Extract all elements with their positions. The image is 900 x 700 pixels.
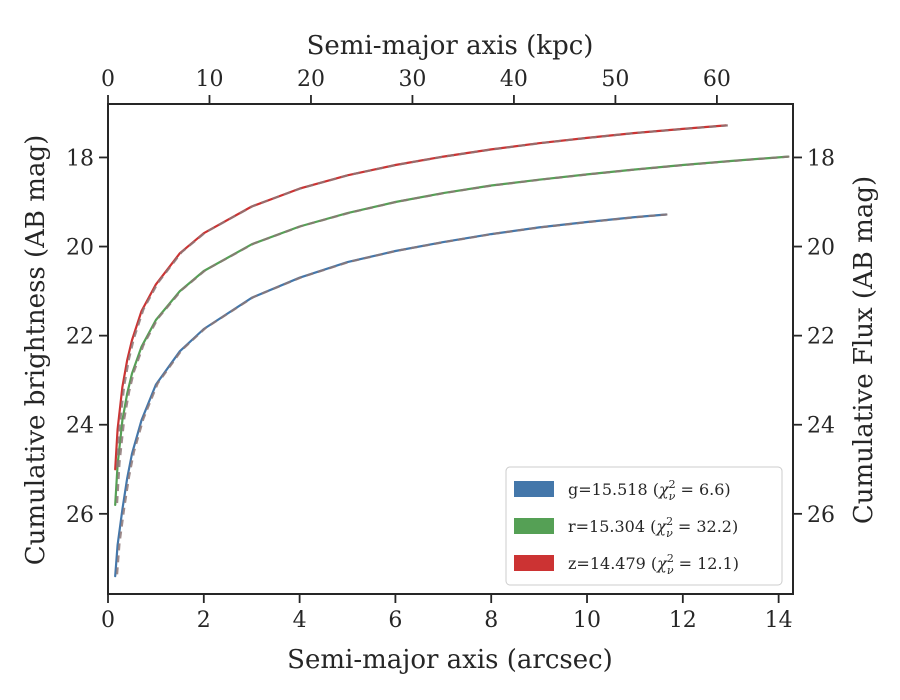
bottom-x-axis-title: Semi-major axis (arcsec) xyxy=(287,645,613,675)
top-x-tick-label: 40 xyxy=(500,67,528,92)
x-tick-label: 8 xyxy=(484,608,498,633)
top-x-tick-label: 0 xyxy=(101,67,115,92)
right-y-tick-label: 20 xyxy=(807,236,835,261)
top-x-tick-label: 50 xyxy=(601,67,629,92)
model-line-z xyxy=(116,124,728,468)
legend-swatch-z xyxy=(514,555,554,571)
model-line-r xyxy=(116,155,791,504)
legend-label-z: z=14.479 (χ2 ν = 12.1) xyxy=(568,552,739,577)
series-line-r xyxy=(114,155,790,506)
top-x-tick-label: 30 xyxy=(398,67,426,92)
top-x-tick-label: 60 xyxy=(703,67,731,92)
series-line-z xyxy=(114,124,728,471)
x-tick-label: 14 xyxy=(765,608,793,633)
top-x-tick-label: 20 xyxy=(297,67,325,92)
x-tick-label: 4 xyxy=(293,608,307,633)
legend-label-r: r=15.304 (χ2 ν = 32.2) xyxy=(568,515,738,540)
top-x-axis-title: Semi-major axis (kpc) xyxy=(307,31,594,61)
plot-frame xyxy=(107,103,794,595)
legend: g=15.518 (χ2 ν = 6.6) r=15.304 (χ2 ν = 32.2… xyxy=(505,466,783,586)
y-tick-label: 22 xyxy=(66,325,94,350)
model-line-g xyxy=(116,213,669,575)
right-y-tick-label: 18 xyxy=(807,146,835,171)
right-y-tick-label: 26 xyxy=(807,503,835,528)
y-tick-label: 24 xyxy=(66,414,94,439)
right-y-tick-label: 24 xyxy=(807,414,835,439)
legend-box xyxy=(505,466,783,586)
legend-label-g: g=15.518 (χ2 ν = 6.6) xyxy=(568,478,731,503)
y-tick-label: 20 xyxy=(66,236,94,261)
x-tick-label: 6 xyxy=(388,608,402,633)
top-x-tick-label: 10 xyxy=(195,67,223,92)
right-y-tick-label: 22 xyxy=(807,325,835,350)
x-tick-label: 0 xyxy=(101,608,115,633)
plot-area xyxy=(107,103,794,595)
x-tick-label: 2 xyxy=(197,608,211,633)
x-tick-label: 12 xyxy=(669,608,697,633)
x-tick-label: 10 xyxy=(573,608,601,633)
left-y-axis-title: Cumulative brightness (AB mag) xyxy=(21,135,51,566)
right-y-axis-title: Cumulative Flux (AB mag) xyxy=(849,176,879,524)
legend-swatch-g xyxy=(514,481,554,497)
y-tick-label: 26 xyxy=(66,503,94,528)
legend-swatch-r xyxy=(514,518,554,534)
y-tick-label: 18 xyxy=(66,146,94,171)
